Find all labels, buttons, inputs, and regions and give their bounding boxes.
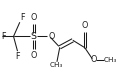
Text: CH₃: CH₃ [50, 62, 63, 68]
Text: S: S [31, 32, 37, 41]
Text: O: O [30, 13, 37, 22]
Text: CH₃: CH₃ [104, 57, 117, 63]
Text: F: F [20, 13, 25, 22]
Text: F: F [1, 32, 5, 41]
Text: F: F [15, 52, 20, 61]
Text: O: O [30, 51, 37, 60]
Text: O: O [90, 56, 97, 65]
Text: O: O [82, 21, 88, 30]
Text: O: O [48, 32, 55, 41]
